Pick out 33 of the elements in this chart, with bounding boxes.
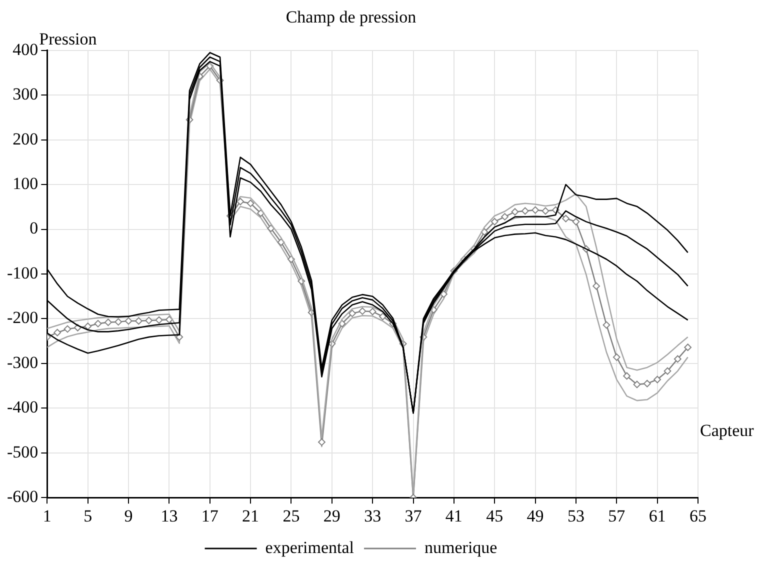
y-tick-label: -500 — [6, 442, 38, 462]
y-tick-label: 100 — [12, 174, 38, 194]
x-tick-label: 57 — [608, 506, 626, 526]
x-tick-label: 49 — [526, 506, 544, 526]
y-tick-label: -400 — [6, 398, 38, 417]
chart-title: Champ de pression — [286, 8, 417, 27]
x-tick-label: 29 — [323, 506, 340, 526]
x-tick-label: 21 — [242, 506, 260, 526]
legend-label: experimental — [265, 538, 354, 557]
x-tick-label: 25 — [282, 506, 300, 526]
x-tick-label: 65 — [690, 506, 706, 526]
x-tick-label: 53 — [567, 506, 584, 526]
x-tick-label: 33 — [364, 506, 382, 526]
x-tick-label: 37 — [404, 506, 422, 526]
x-tick-label: 1 — [42, 506, 52, 526]
x-tick-label: 41 — [445, 506, 462, 526]
x-tick-label: 5 — [84, 506, 92, 526]
y-tick-label: -600 — [6, 487, 38, 506]
y-tick-label: -300 — [6, 352, 38, 372]
x-tick-label: 9 — [124, 506, 133, 526]
y-axis-title: Pression — [39, 29, 98, 48]
x-tick-label: 45 — [486, 506, 504, 526]
legend-label: numerique — [424, 538, 498, 557]
x-tick-label: 17 — [201, 506, 219, 526]
y-tick-label: 0 — [30, 218, 38, 238]
y-tick-label: 200 — [12, 129, 38, 148]
y-tick-label: 300 — [12, 84, 38, 104]
x-axis-title: Capteur — [700, 421, 754, 440]
y-tick-label: -100 — [6, 263, 38, 282]
x-tick-label: 61 — [648, 506, 666, 526]
x-tick-label: 13 — [160, 506, 178, 526]
y-tick-label: 400 — [12, 40, 38, 59]
y-tick-label: -200 — [6, 308, 38, 328]
